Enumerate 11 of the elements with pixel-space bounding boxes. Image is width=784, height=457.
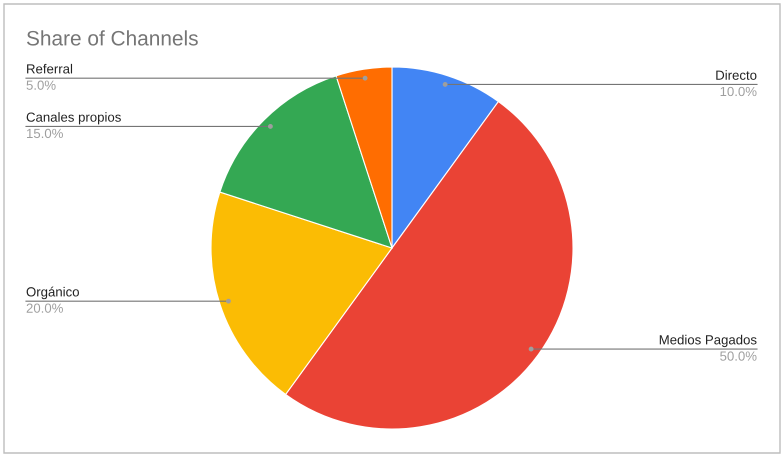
slice-label: Referral xyxy=(27,64,72,74)
data-label: 50.0% xyxy=(720,351,757,361)
data-label: 20.0% xyxy=(26,303,63,313)
chart-title: Share of Channels xyxy=(26,30,198,46)
slice-label: Canales propios xyxy=(26,112,121,124)
data-label: 15.0% xyxy=(27,128,63,138)
data-label: 10.0% xyxy=(720,86,757,96)
slice-label: Directo xyxy=(716,70,756,80)
data-label: 5.0% xyxy=(26,80,56,90)
slice-label: Medios Pagados xyxy=(660,334,757,348)
slice-label: Orgánico xyxy=(26,286,79,300)
